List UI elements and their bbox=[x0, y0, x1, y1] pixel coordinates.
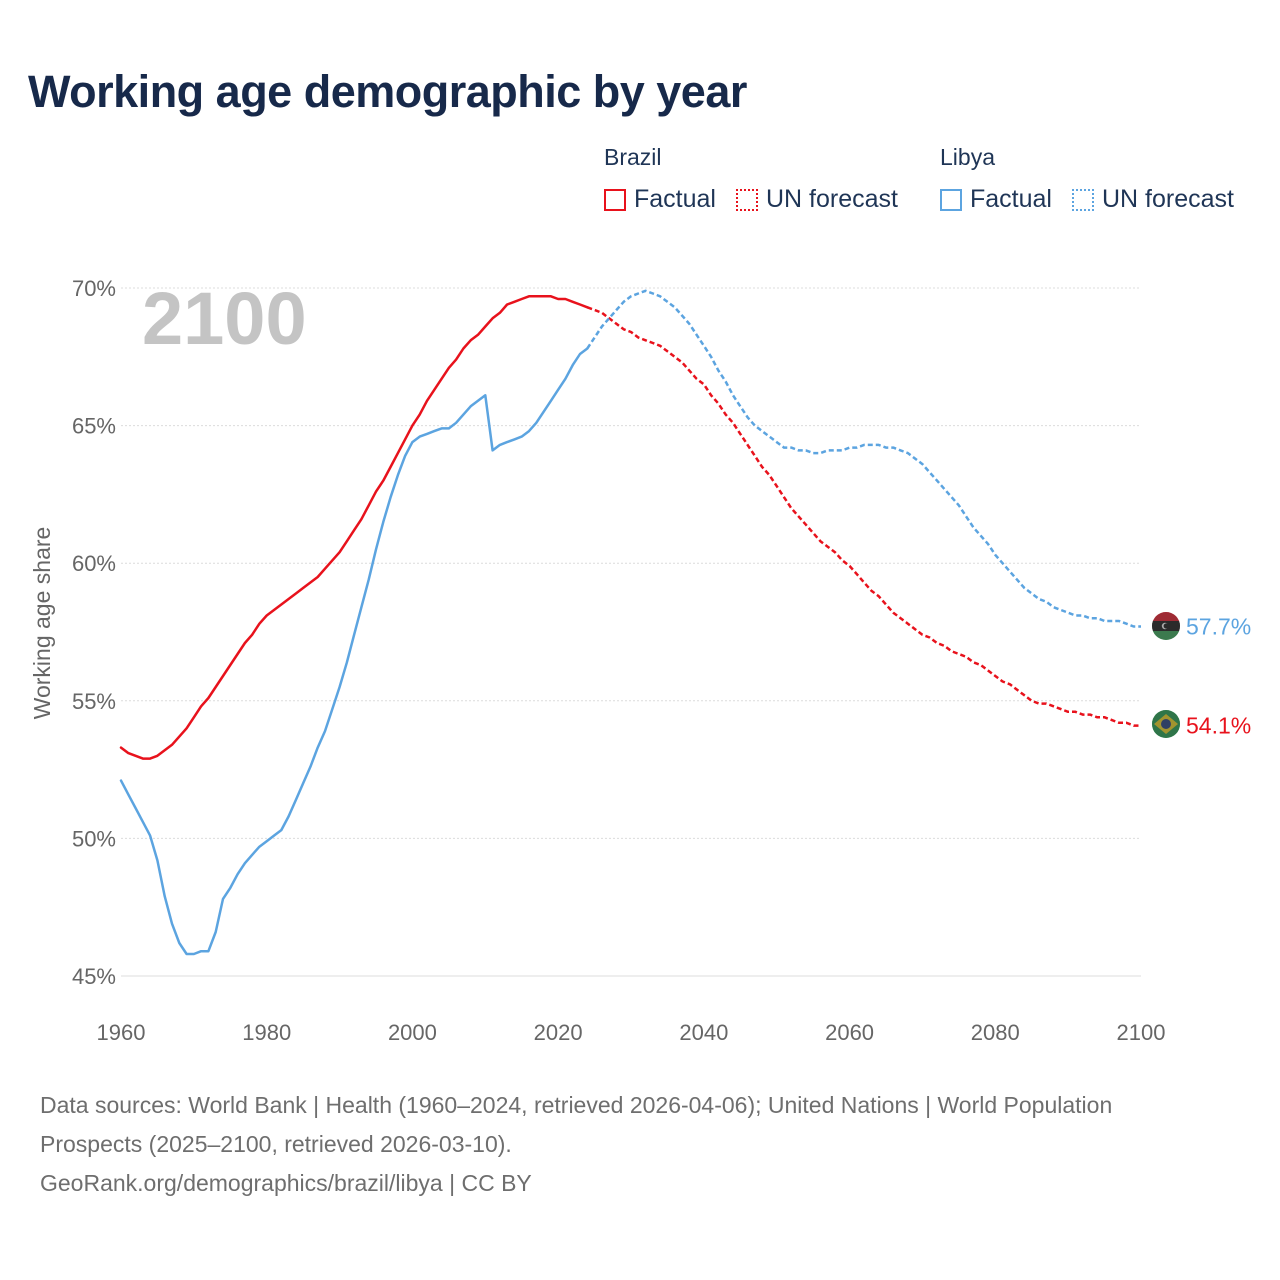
line-chart: 45% 50% 55% 60% 65% 70% 1960 1980 2000 2020 2040 20… bbox=[29, 276, 1251, 1045]
series-brazil-forecast-line bbox=[586, 306, 1141, 727]
end-value-label-brazil: 54.1% bbox=[1186, 713, 1251, 739]
flag-brazil-overlay bbox=[1152, 710, 1180, 738]
series-libya-forecast-line bbox=[586, 289, 1141, 628]
legend-country-libya: Libya bbox=[940, 144, 995, 170]
legend-swatch-dotted bbox=[1071, 188, 1094, 211]
y-tick-label: 65% bbox=[72, 414, 116, 439]
legend-swatch-solid bbox=[604, 188, 626, 211]
legend-label: UN forecast bbox=[1101, 185, 1234, 213]
x-tick-label: 1960 bbox=[97, 1020, 146, 1045]
y-tick-label: 70% bbox=[72, 276, 116, 301]
legend-brazil: Brazil Factual UN forecast bbox=[604, 144, 918, 214]
legend-item-libya-factual[interactable]: Factual bbox=[940, 185, 1052, 214]
x-tick-label: 2000 bbox=[388, 1020, 437, 1045]
legend-label: Factual bbox=[970, 185, 1052, 213]
legend-country-brazil: Brazil bbox=[604, 144, 662, 170]
attribution: GeoRank.org/demographics/brazil/libya | … bbox=[40, 1170, 532, 1196]
series-brazil-factual-line bbox=[119, 295, 589, 760]
y-tick-label: 45% bbox=[72, 964, 116, 989]
data-sources: Data sources: World Bank | Health (1960–… bbox=[40, 1092, 1113, 1157]
legend-libya: Libya Factual UN forecast bbox=[940, 144, 1234, 214]
x-tick-label: 2080 bbox=[971, 1020, 1020, 1045]
chart-title: Working age demographic by year bbox=[28, 66, 747, 117]
legend-item-libya-forecast[interactable]: UN forecast bbox=[1071, 185, 1234, 214]
y-tick-label: 60% bbox=[72, 551, 116, 576]
series-libya-factual-line bbox=[119, 347, 589, 956]
legend-swatch-solid bbox=[940, 188, 962, 211]
end-value-label-libya: 57.7% bbox=[1186, 613, 1251, 639]
y-tick-label: 55% bbox=[72, 689, 116, 714]
legend-item-brazil-factual[interactable]: Factual bbox=[604, 185, 716, 214]
x-tick-label: 2040 bbox=[679, 1020, 728, 1045]
x-tick-label: 2020 bbox=[534, 1020, 583, 1045]
current-year-watermark: 2100 bbox=[142, 277, 307, 360]
legend-label: Factual bbox=[634, 185, 716, 213]
legend-swatch-dotted bbox=[735, 188, 758, 211]
x-tick-label: 1980 bbox=[242, 1020, 291, 1045]
flag-libya-overlay bbox=[1152, 612, 1180, 640]
y-tick-label: 50% bbox=[72, 826, 116, 851]
legend-item-brazil-forecast[interactable]: UN forecast bbox=[735, 185, 898, 214]
x-tick-label: 2060 bbox=[825, 1020, 874, 1045]
footer: Data sources: World Bank | Health (1960–… bbox=[40, 1086, 1150, 1203]
y-axis-label: Working age share bbox=[29, 527, 55, 720]
x-tick-label: 2100 bbox=[1117, 1020, 1166, 1045]
legend-label: UN forecast bbox=[765, 185, 898, 213]
